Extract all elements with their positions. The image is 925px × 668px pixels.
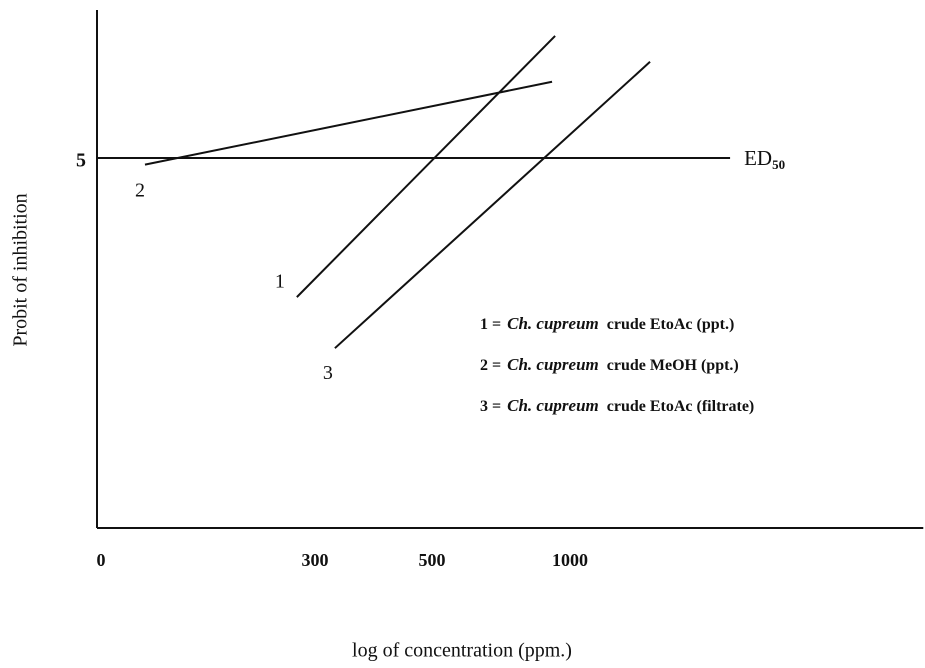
line-label: 1	[275, 271, 285, 293]
x-tick-label: 1000	[552, 550, 588, 570]
y-axis-label: Probit of inhibition	[10, 193, 32, 346]
legend-key: 2 =	[480, 357, 501, 374]
series-line	[296, 35, 556, 298]
legend-entry: 3 = Ch. cupreum crude EtoAc (filtrate)	[480, 396, 754, 415]
x-tick-label: 500	[419, 550, 446, 570]
legend-text: crude MeOH (ppt.)	[607, 357, 739, 374]
x-tick-label: 300	[302, 550, 329, 570]
line-label: 2	[135, 179, 145, 201]
ed50-label: ED50	[744, 146, 785, 172]
legend-species: Ch. cupreum	[507, 396, 599, 415]
legend-text: crude EtoAc (ppt.)	[607, 316, 735, 333]
legend-text: crude EtoAc (filtrate)	[607, 398, 755, 415]
legend-entry: 1 = Ch. cupreum crude EtoAc (ppt.)	[480, 314, 734, 333]
series-line	[144, 80, 553, 166]
x-axis-label: log of concentration (ppm.)	[352, 640, 572, 662]
line-label: 3	[323, 362, 333, 384]
legend-entry: 2 = Ch. cupreum crude MeOH (ppt.)	[480, 355, 739, 374]
ed50-label-sub: 50	[772, 157, 785, 172]
legend-species: Ch. cupreum	[507, 314, 599, 333]
x-tick-label: 0	[97, 550, 106, 570]
legend-key: 1 =	[480, 316, 501, 333]
legend-species: Ch. cupreum	[507, 355, 599, 374]
series-line	[334, 61, 651, 349]
y-tick-label: 5	[76, 150, 86, 172]
legend-key: 3 =	[480, 398, 501, 415]
ed50-label-base: ED	[744, 146, 772, 170]
